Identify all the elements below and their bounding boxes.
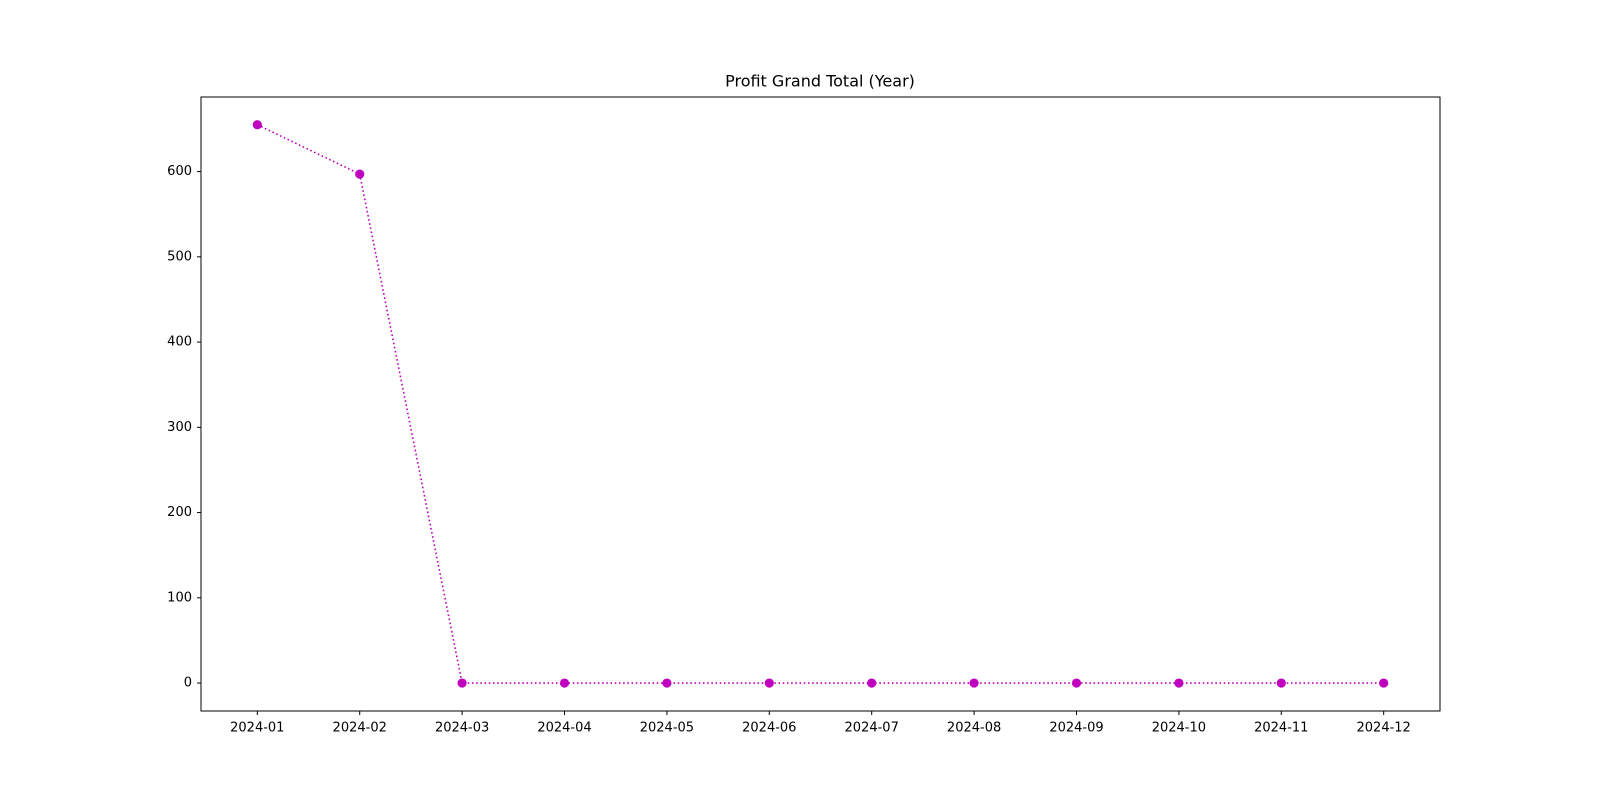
marker [867, 678, 877, 688]
x-tick-label: 2024-03 [435, 721, 489, 736]
marker [1174, 678, 1184, 688]
x-tick-label: 2024-12 [1357, 721, 1411, 736]
x-tick-label: 2024-04 [537, 721, 591, 736]
x-tick-label: 2024-11 [1254, 721, 1308, 736]
x-tick-label: 2024-07 [845, 721, 899, 736]
x-tick-label: 2024-05 [640, 721, 694, 736]
marker [1276, 678, 1286, 688]
x-tick-label: 2024-06 [742, 721, 796, 736]
y-tick-label: 500 [167, 249, 192, 264]
x-tick-label: 2024-02 [333, 721, 387, 736]
marker [355, 169, 365, 179]
marker [1071, 678, 1082, 688]
y-tick-label: 300 [167, 420, 192, 435]
marker [764, 678, 774, 688]
plot-frame [200, 96, 1441, 712]
chart-title: Profit Grand Total (Year) [725, 72, 915, 91]
x-tick-label: 2024-10 [1152, 721, 1206, 736]
marker [1379, 678, 1389, 688]
marker [457, 678, 467, 688]
marker [969, 678, 979, 688]
x-tick-label: 2024-08 [947, 721, 1001, 736]
y-tick-label: 100 [167, 590, 192, 605]
x-tick-label: 2024-09 [1049, 721, 1103, 736]
y-tick-label: 0 [184, 676, 192, 691]
line [256, 123, 1384, 684]
y-tick-label: 200 [167, 505, 192, 520]
x-tick-label: 2024-01 [230, 721, 284, 736]
marker [662, 678, 672, 688]
y-tick-label: 400 [167, 335, 192, 350]
marker [559, 678, 570, 688]
marker [252, 120, 262, 130]
y-tick-label: 600 [167, 164, 192, 179]
